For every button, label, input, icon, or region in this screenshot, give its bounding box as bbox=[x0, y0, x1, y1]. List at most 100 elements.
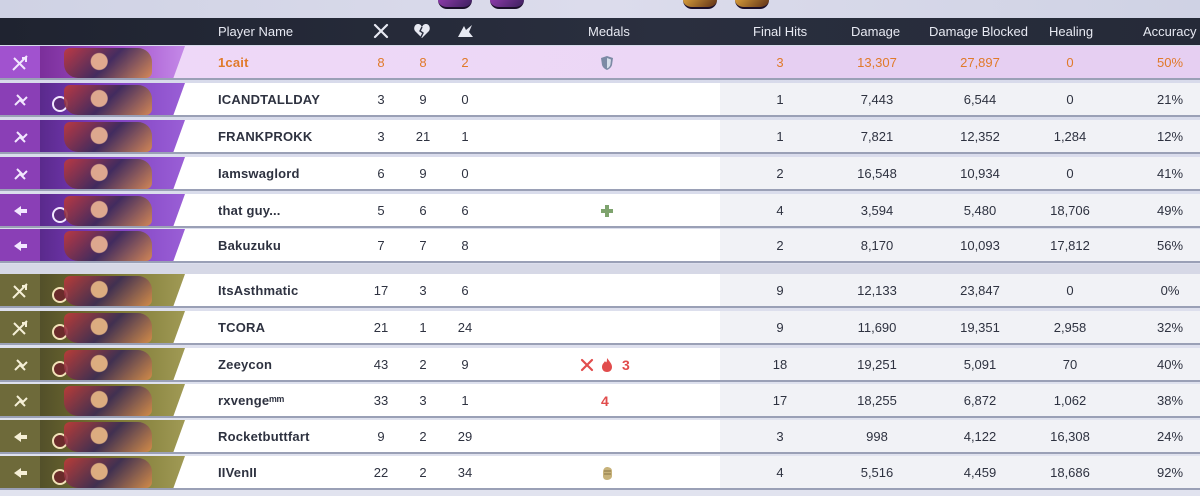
fist-medal-icon bbox=[603, 467, 612, 480]
strategist-icon bbox=[14, 468, 27, 478]
hero-portrait bbox=[40, 311, 185, 343]
strategist-icon bbox=[14, 241, 27, 251]
player-name: 1cait bbox=[218, 55, 249, 70]
damage: 18,255 bbox=[857, 393, 897, 408]
accuracy: 24% bbox=[1156, 429, 1184, 444]
col-player-name: Player Name bbox=[218, 24, 294, 39]
accuracy: 38% bbox=[1156, 393, 1184, 408]
assists: 2 bbox=[461, 55, 469, 70]
player-name: Zeeycon bbox=[218, 357, 273, 372]
player-name: Bakuzuku bbox=[218, 238, 282, 253]
deaths: 2 bbox=[419, 429, 427, 444]
duelist-icon bbox=[14, 395, 28, 407]
deaths: 2 bbox=[419, 357, 427, 372]
player-row[interactable]: ❯ Iamswaglord 6 9 0 2 16,548 10,934 0 41… bbox=[0, 157, 1200, 191]
role-block bbox=[0, 311, 40, 343]
hero-portrait bbox=[40, 348, 185, 380]
healing: 0 bbox=[1066, 55, 1074, 70]
healing: 0 bbox=[1066, 92, 1074, 107]
player-row[interactable]: ItsAsthmatic 17 3 6 9 12,133 23,847 0 0% bbox=[0, 274, 1200, 308]
damage-blocked: 27,897 bbox=[960, 55, 1000, 70]
damage-blocked: 5,480 bbox=[963, 203, 997, 218]
assists: 1 bbox=[461, 129, 469, 144]
role-block bbox=[0, 456, 40, 488]
damage-blocked: 4,122 bbox=[963, 429, 997, 444]
duelist-icon bbox=[14, 131, 28, 143]
role-block bbox=[0, 229, 40, 261]
role-block bbox=[0, 194, 40, 226]
vanguard-icon bbox=[12, 55, 28, 71]
accuracy: 32% bbox=[1156, 320, 1184, 335]
healing: 16,308 bbox=[1050, 429, 1090, 444]
final-hits: 9 bbox=[776, 320, 784, 335]
hero-portrait bbox=[40, 229, 185, 261]
player-name: Iamswaglord bbox=[218, 166, 300, 181]
kills: 33 bbox=[373, 393, 389, 408]
player-row[interactable]: TCORA 21 1 24 9 11,690 19,351 2,958 32% bbox=[0, 311, 1200, 345]
player-row[interactable]: that guy... 5 6 6 4 3,594 5,480 18,706 4… bbox=[0, 194, 1200, 228]
healing: 70 bbox=[1062, 357, 1078, 372]
accuracy: 49% bbox=[1156, 203, 1184, 218]
player-row[interactable]: ❯ FRANKPROKK 3 21 1 1 7,821 12,352 1,284… bbox=[0, 120, 1200, 154]
kills: 6 bbox=[377, 166, 385, 181]
player-row[interactable]: Zeeycon 43 2 9 3 18 19,251 5,091 70 40% bbox=[0, 348, 1200, 382]
player-row[interactable]: IIVenII 22 2 34 4 5,516 4,459 18,686 92% bbox=[0, 456, 1200, 490]
strategist-icon bbox=[14, 432, 27, 442]
healing: 1,284 bbox=[1053, 129, 1087, 144]
damage-blocked: 6,872 bbox=[963, 393, 997, 408]
assists: 6 bbox=[461, 203, 469, 218]
accuracy: 50% bbox=[1156, 55, 1184, 70]
kills: 3 bbox=[377, 129, 385, 144]
vanguard-icon bbox=[12, 320, 28, 336]
hero-portrait: ❯ bbox=[40, 157, 185, 189]
final-hits: 3 bbox=[776, 429, 784, 444]
player-row[interactable]: ❯ ICANDTALLDAY 3 9 0 1 7,443 6,544 0 21% bbox=[0, 83, 1200, 117]
hero-portrait bbox=[40, 420, 185, 452]
healing: 0 bbox=[1066, 166, 1074, 181]
vanguard-icon bbox=[12, 283, 28, 299]
damage: 12,133 bbox=[857, 283, 897, 298]
damage: 8,170 bbox=[860, 238, 894, 253]
accuracy: 0% bbox=[1160, 283, 1180, 298]
role-block bbox=[0, 348, 40, 380]
healing: 1,062 bbox=[1053, 393, 1087, 408]
medal-count: 3 bbox=[622, 357, 630, 373]
damage-blocked: 6,544 bbox=[963, 92, 997, 107]
damage: 16,548 bbox=[857, 166, 897, 181]
player-row[interactable]: Bakuzuku 7 7 8 2 8,170 10,093 17,812 56% bbox=[0, 229, 1200, 263]
damage-blocked: 12,352 bbox=[960, 129, 1000, 144]
team-emblem-icon bbox=[683, 0, 717, 9]
deaths: 3 bbox=[419, 283, 427, 298]
hero-portrait: ❯ bbox=[40, 46, 185, 78]
deaths-broken-heart-icon bbox=[414, 24, 430, 38]
healing: 18,686 bbox=[1050, 465, 1090, 480]
player-name: ItsAsthmatic bbox=[218, 283, 299, 298]
damage: 5,516 bbox=[860, 465, 894, 480]
role-block bbox=[0, 420, 40, 452]
final-hits: 4 bbox=[776, 203, 784, 218]
final-hits: 1 bbox=[776, 129, 784, 144]
accuracy: 21% bbox=[1156, 92, 1184, 107]
scoreboard-header: Player Name Medals Final Hits Damage Dam… bbox=[0, 18, 1200, 45]
assists: 0 bbox=[461, 166, 469, 181]
player-name: that guy... bbox=[218, 203, 281, 218]
deaths: 3 bbox=[419, 393, 427, 408]
player-row[interactable]: rxvengeᵐᵐ 33 3 1 4 17 18,255 6,872 1,062… bbox=[0, 384, 1200, 418]
damage-blocked: 4,459 bbox=[963, 465, 997, 480]
hero-portrait bbox=[40, 384, 185, 416]
final-hits: 1 bbox=[776, 92, 784, 107]
deaths: 9 bbox=[419, 166, 427, 181]
final-hits: 18 bbox=[772, 357, 788, 372]
deaths: 9 bbox=[419, 92, 427, 107]
damage-blocked: 23,847 bbox=[960, 283, 1000, 298]
accuracy: 41% bbox=[1156, 166, 1184, 181]
damage-blocked: 5,091 bbox=[963, 357, 997, 372]
role-block bbox=[0, 46, 40, 78]
deaths: 8 bbox=[419, 55, 427, 70]
duelist-icon bbox=[14, 359, 28, 371]
player-row[interactable]: ❯ 1cait 8 8 2 3 13,307 27,897 0 50% bbox=[0, 46, 1200, 80]
deaths: 1 bbox=[419, 320, 427, 335]
player-row[interactable]: Rocketbuttfart 9 2 29 3 998 4,122 16,308… bbox=[0, 420, 1200, 454]
top-strip bbox=[0, 0, 1200, 18]
damage: 998 bbox=[866, 429, 888, 444]
